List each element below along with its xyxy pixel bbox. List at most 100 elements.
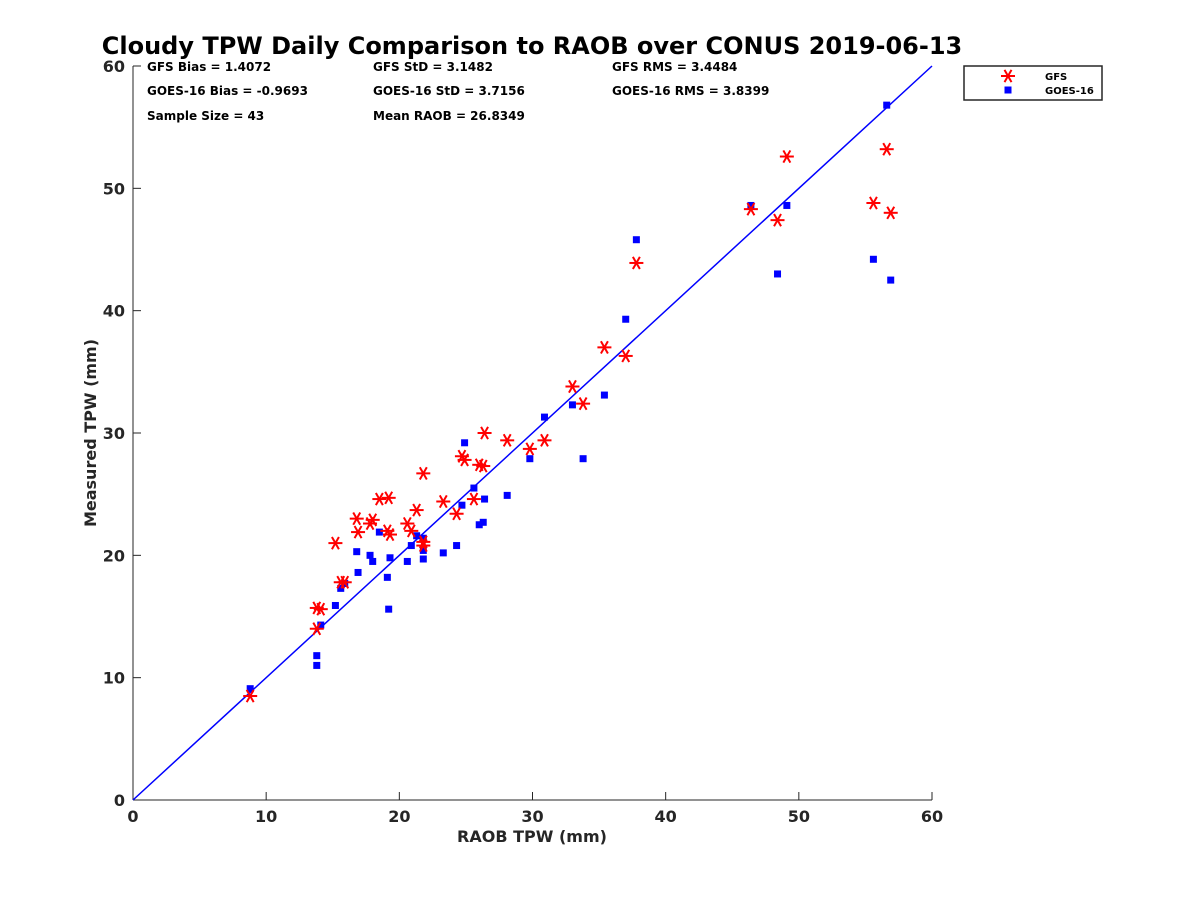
goes16-point: [353, 548, 361, 556]
x-tick-label: 40: [655, 807, 677, 826]
x-axis-label: RAOB TPW (mm): [457, 827, 607, 846]
goes16-point: [419, 546, 427, 554]
legend-marker-gfs: [1001, 69, 1015, 83]
goes16-point: [540, 413, 548, 421]
goes16-point: [439, 549, 447, 557]
gfs-point: [381, 491, 396, 505]
gfs-rms-text: GFS RMS = 3.4484: [612, 60, 737, 74]
goes16-point: [568, 401, 576, 409]
y-tick-label: 60: [103, 57, 125, 76]
goes16-point: [453, 542, 461, 550]
gfs-point: [449, 507, 464, 521]
gfs-point: [309, 622, 324, 636]
gfs-point: [883, 206, 898, 220]
goes16-point: [413, 532, 421, 540]
goes16-point: [470, 484, 478, 492]
goes16-point: [461, 439, 469, 447]
goes16-point: [632, 236, 640, 244]
legend-label: GOES-16: [1045, 86, 1094, 97]
goes16-point: [383, 573, 391, 581]
goes16-point: [331, 601, 339, 609]
goes16-point: [479, 518, 487, 526]
goes16-point: [354, 568, 362, 576]
sample-size-text: Sample Size = 43: [147, 109, 264, 123]
gfs-std-text: GFS StD = 3.1482: [373, 60, 493, 74]
gfs-point: [313, 602, 328, 616]
goes16-point: [600, 391, 608, 399]
goes16-point: [579, 455, 587, 463]
mean-raob-text: Mean RAOB = 26.8349: [373, 109, 525, 123]
y-tick-label: 20: [103, 546, 125, 565]
goes16-point: [419, 555, 427, 563]
goes16-point: [774, 270, 782, 278]
gfs-point: [476, 459, 491, 473]
goes16-point: [887, 276, 895, 284]
y-tick-label: 50: [103, 179, 125, 198]
y-axis-label: Measured TPW (mm): [81, 339, 100, 527]
x-tick-label: 0: [127, 807, 138, 826]
goes16-point: [475, 521, 483, 529]
goes16-point: [246, 685, 254, 693]
y-tick-label: 30: [103, 424, 125, 443]
x-tick-label: 20: [388, 807, 410, 826]
goes16-point: [407, 542, 415, 550]
gfs-point: [576, 397, 591, 411]
goes16-point: [385, 605, 393, 613]
series-gfs: [243, 142, 898, 703]
statistics-panel: GFS Bias = 1.4072 GOES-16 Bias = -0.9693…: [147, 60, 769, 123]
gfs-point: [618, 349, 633, 363]
goes16-point: [366, 551, 374, 559]
one-to-one-line: [132, 65, 933, 801]
goes16-point: [313, 661, 321, 669]
chart-title: Cloudy TPW Daily Comparison to RAOB over…: [102, 32, 962, 60]
goes16-point: [458, 501, 466, 509]
gfs-point: [337, 575, 352, 589]
goes16-point: [481, 495, 489, 503]
gfs-bias-text: GFS Bias = 1.4072: [147, 60, 271, 74]
goes-bias-text: GOES-16 Bias = -0.9693: [147, 84, 308, 98]
y-tick-label: 40: [103, 302, 125, 321]
x-tick-label: 30: [521, 807, 543, 826]
x-tick-label: 50: [788, 807, 810, 826]
gfs-point: [404, 524, 419, 538]
gfs-point: [565, 379, 580, 394]
gfs-point: [409, 503, 424, 517]
goes16-point: [375, 528, 383, 536]
gfs-point: [416, 538, 431, 553]
goes16-point: [883, 101, 891, 109]
y-tick-label: 0: [114, 791, 125, 810]
gfs-point: [743, 202, 758, 216]
goes-std-text: GOES-16 StD = 3.7156: [373, 84, 525, 98]
gfs-point: [537, 433, 552, 447]
series-goes-16: [246, 101, 895, 693]
goes16-point: [869, 255, 877, 263]
gfs-point: [349, 512, 364, 526]
gfs-point: [522, 442, 537, 456]
goes16-point: [337, 584, 345, 592]
goes16-point: [526, 455, 534, 463]
y-ticks: 0 10 20 30 40 50 60: [103, 57, 141, 810]
legend-box: [963, 65, 1103, 101]
gfs-point: [477, 426, 492, 440]
gfs-point: [351, 525, 366, 539]
x-ticks: 0 10 20 30 40 50 60: [127, 792, 943, 826]
legend: GFS GOES-16: [963, 65, 1103, 101]
goes16-point: [317, 621, 325, 629]
gfs-point: [770, 213, 785, 227]
gfs-point: [629, 256, 644, 270]
gfs-point: [866, 196, 881, 210]
legend-label: GFS: [1045, 72, 1067, 83]
gfs-point: [466, 492, 481, 506]
gfs-point: [779, 149, 794, 164]
goes16-point: [503, 491, 511, 499]
goes16-point: [369, 557, 377, 565]
goes-rms-text: GOES-16 RMS = 3.8399: [612, 84, 769, 98]
goes16-point: [419, 534, 427, 542]
x-tick-label: 60: [921, 807, 943, 826]
gfs-point: [383, 527, 398, 542]
gfs-point: [328, 536, 343, 550]
gfs-point: [597, 340, 612, 354]
goes16-point: [783, 201, 791, 209]
gfs-point: [436, 494, 451, 509]
